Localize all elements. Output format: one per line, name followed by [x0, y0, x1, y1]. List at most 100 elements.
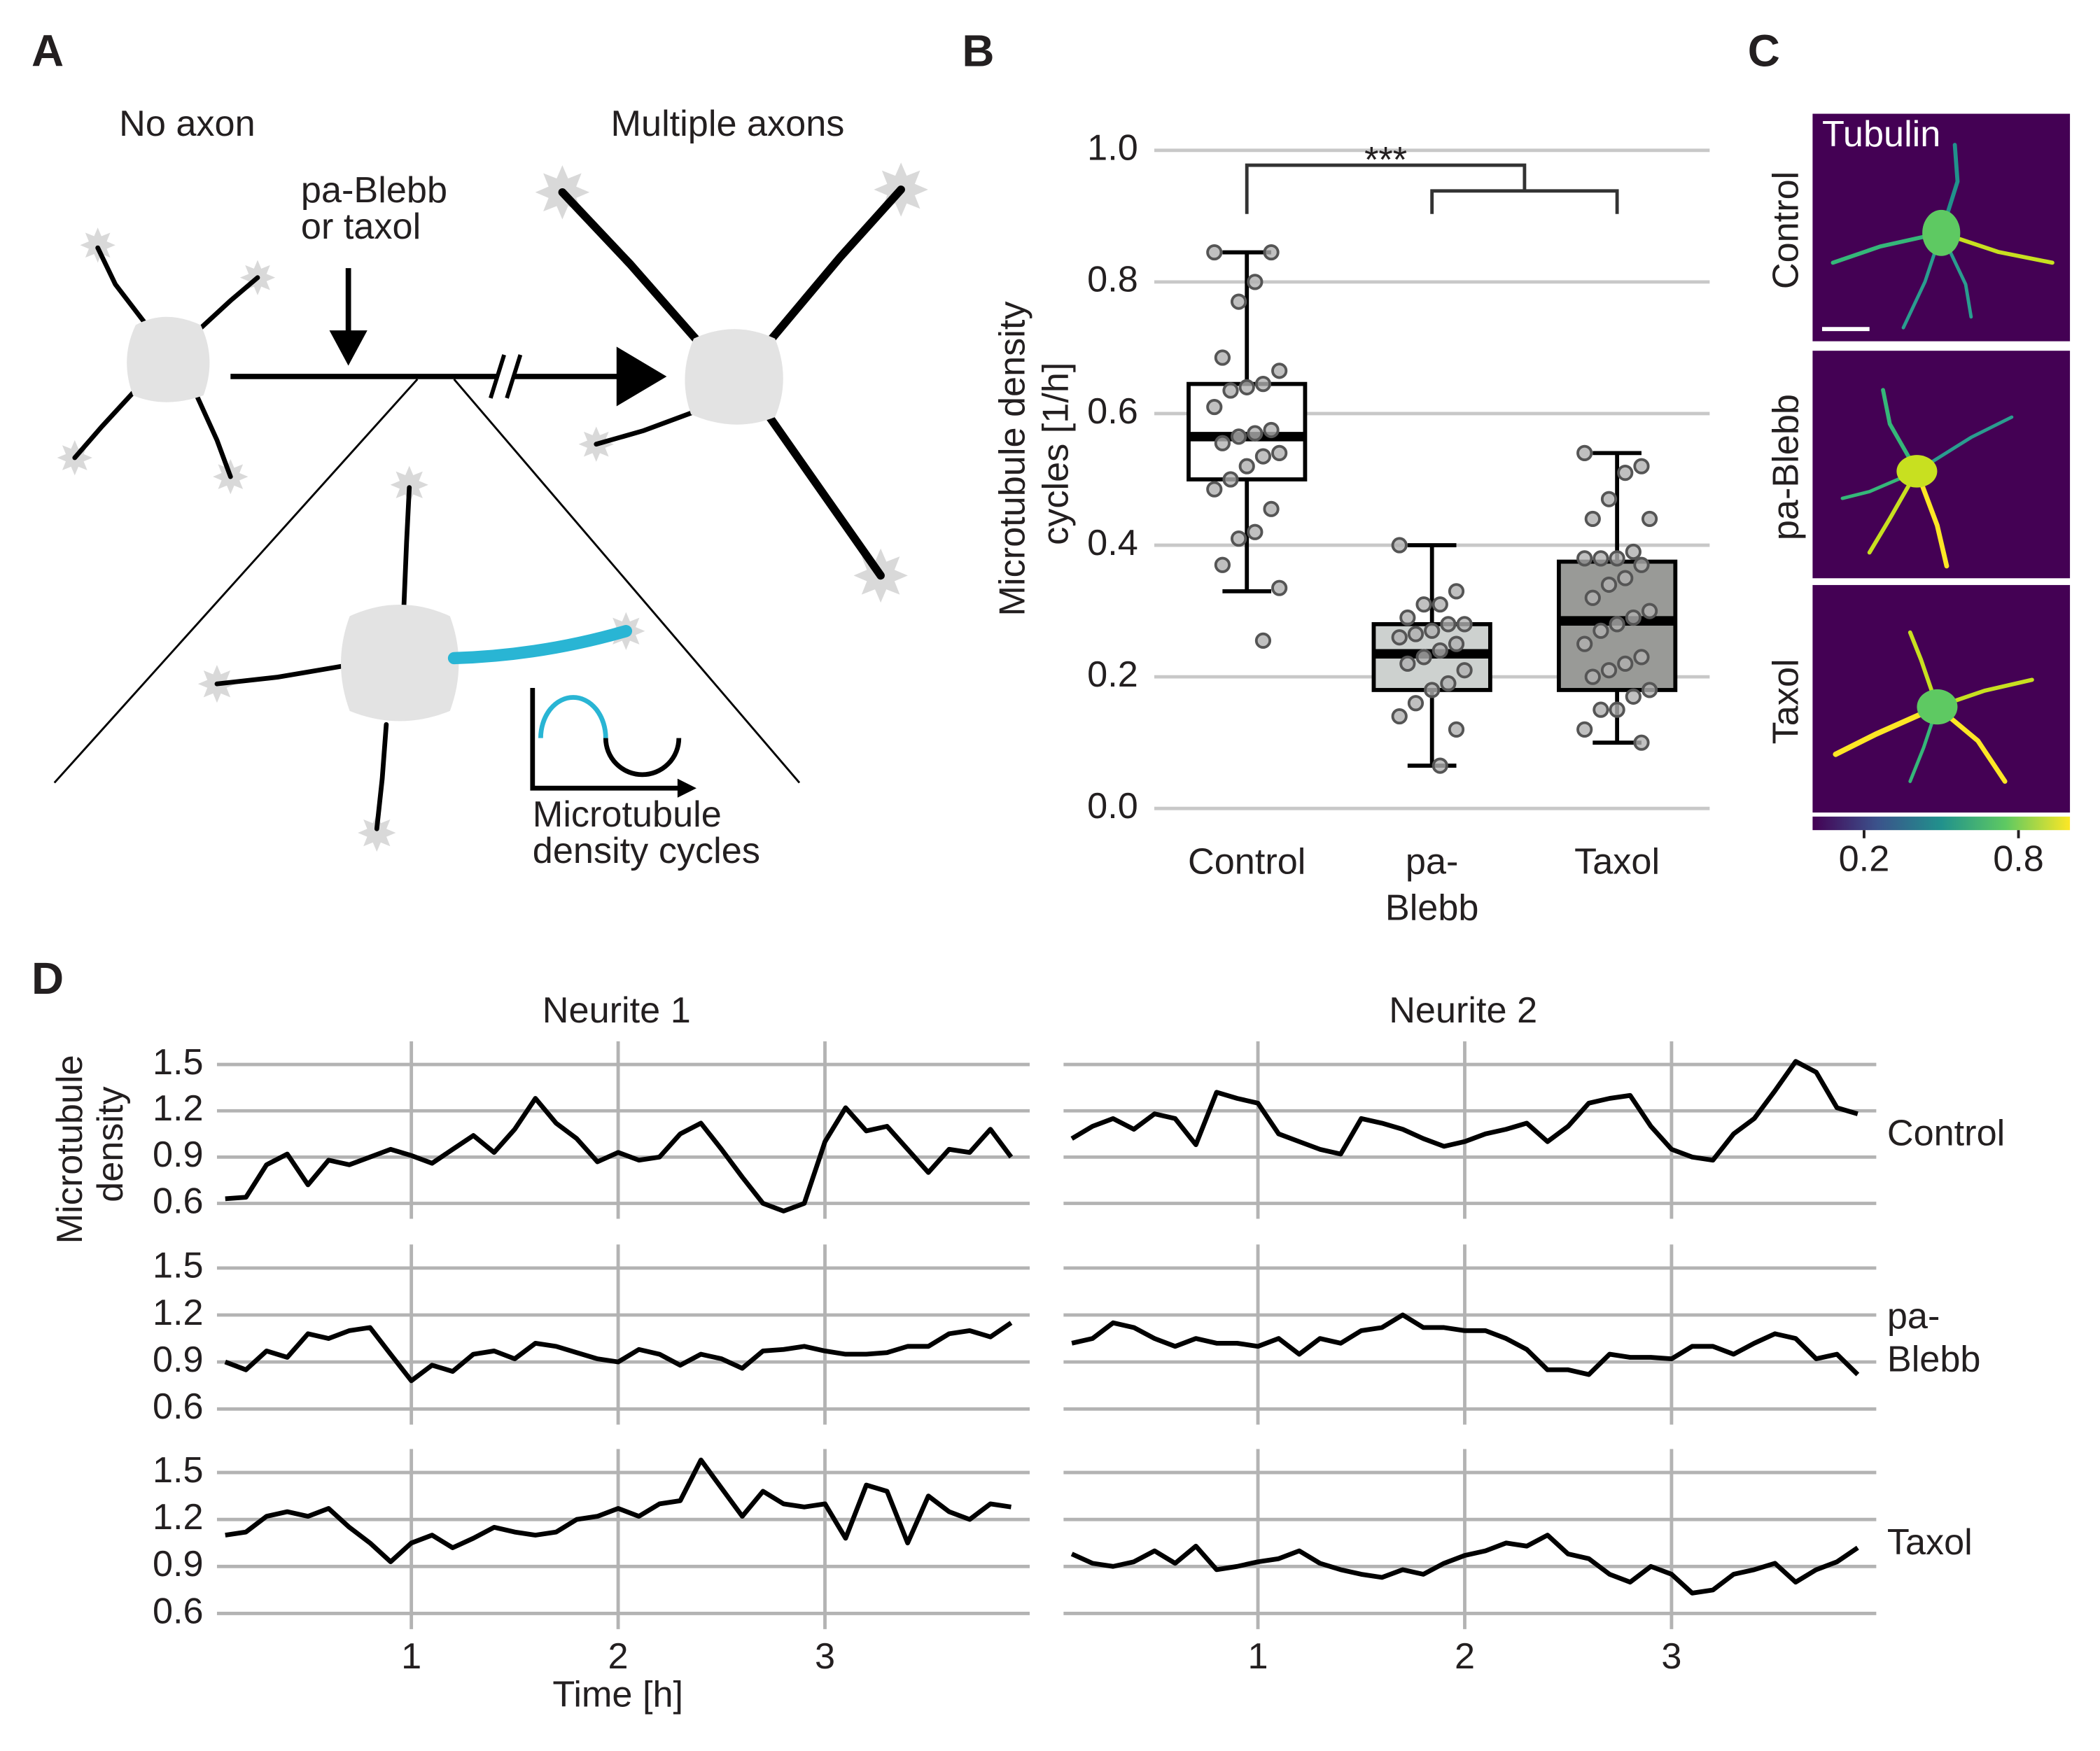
image-row-label: pa-Blebb [1765, 394, 1806, 540]
neurite [765, 185, 905, 346]
data-point [1271, 579, 1288, 596]
data-point [1456, 616, 1473, 633]
significance-bracket [1245, 163, 1527, 214]
y-tick-label: 0.0 [1087, 786, 1138, 827]
data-point [1254, 376, 1272, 393]
data-point [1206, 481, 1223, 498]
y-tick-label: 1.2 [153, 1293, 204, 1333]
y-tick-label: 0.9 [153, 1544, 204, 1584]
data-point [1238, 458, 1255, 474]
growth-cone [390, 465, 428, 504]
significance-bracket [1430, 189, 1619, 214]
neurite [558, 188, 702, 346]
y-tick-label: 0.2 [1087, 654, 1138, 695]
diagram-label: No axon [119, 104, 255, 144]
data-point [1641, 510, 1658, 528]
data-point [1440, 675, 1457, 692]
data-point [1633, 458, 1650, 474]
data-point [1432, 757, 1448, 774]
y-tick-label: 0.4 [1087, 523, 1138, 563]
data-point [1592, 550, 1609, 567]
data-point [1448, 635, 1465, 652]
data-point [1576, 444, 1593, 461]
branch [1867, 469, 1919, 555]
branch [1915, 415, 2014, 473]
neurites [72, 185, 905, 831]
data-point [1641, 682, 1658, 698]
data-point [1592, 701, 1609, 718]
data-point [1222, 471, 1239, 488]
data-point [1391, 537, 1408, 554]
data-point [1254, 448, 1272, 465]
soma [1922, 209, 1961, 256]
data-point [1271, 444, 1288, 461]
data-point [1609, 616, 1625, 633]
data-point [1592, 622, 1609, 639]
image-row-label: Taxol [1765, 659, 1806, 744]
neuron-image [1830, 143, 2054, 330]
data-point [1206, 244, 1223, 261]
data-point [1448, 583, 1465, 600]
neurite [214, 663, 344, 687]
data-point [1391, 708, 1408, 725]
data-point [1600, 576, 1618, 593]
data-point [1440, 616, 1457, 633]
y-tick-label: 1.2 [153, 1497, 204, 1538]
diagram-label: Multiple axons [611, 104, 845, 144]
y-tick-label: 0.6 [1087, 391, 1138, 432]
soma [685, 329, 783, 425]
neurite [765, 413, 885, 580]
data-point [1263, 244, 1280, 261]
row-label: Taxol [1887, 1522, 1973, 1563]
inset-curve [538, 695, 608, 738]
data-point [1231, 530, 1247, 547]
branch [1914, 469, 1949, 569]
inset-arrow [677, 778, 696, 798]
data-point [1254, 632, 1272, 649]
data-point [1231, 293, 1247, 310]
break-mark [505, 354, 523, 399]
data-line [1070, 1059, 1858, 1163]
y-axis-label: Microtubule density cycles [1/h] [992, 291, 1076, 617]
neuron-image [1840, 388, 2014, 569]
data-point [1617, 655, 1634, 672]
data-point [1247, 425, 1264, 442]
neurite [374, 722, 389, 831]
data-point [1641, 603, 1658, 619]
data-point [1214, 556, 1231, 573]
y-tick-label: 1.2 [153, 1088, 204, 1129]
data-point [1609, 701, 1625, 718]
data-point [1432, 642, 1448, 659]
y-tick-label: 0.9 [153, 1134, 204, 1175]
data-line [1071, 1312, 1860, 1377]
soma [1917, 689, 1958, 725]
neuron-image [1833, 630, 2034, 784]
data-point [1625, 688, 1642, 705]
data-point [1424, 682, 1441, 698]
x-tick-label: 2 [608, 1636, 629, 1677]
panel-letter: A [31, 25, 64, 76]
x-tick-label: pa-Blebb [1385, 841, 1479, 928]
data-point [1214, 349, 1231, 366]
data-point [1263, 421, 1280, 439]
y-tick-label: 0.6 [153, 1181, 204, 1221]
colorbar [1812, 816, 2071, 831]
data-point [1415, 596, 1432, 613]
data-point [1576, 550, 1593, 567]
significance-label: *** [1364, 140, 1407, 181]
data-line [225, 1096, 1014, 1214]
branch [1939, 230, 2054, 265]
data-point [1600, 662, 1618, 679]
data-line [225, 1457, 1011, 1565]
neurite [72, 390, 136, 460]
arrow-head [616, 346, 667, 407]
neurite [95, 245, 149, 328]
data-point [1247, 523, 1264, 540]
data-point [1214, 435, 1231, 451]
zoom-line [53, 378, 419, 784]
data-point [1456, 662, 1473, 679]
data-point [1600, 491, 1618, 507]
data-point [1247, 274, 1264, 290]
y-axis-label: Microtubule density [50, 1045, 131, 1244]
